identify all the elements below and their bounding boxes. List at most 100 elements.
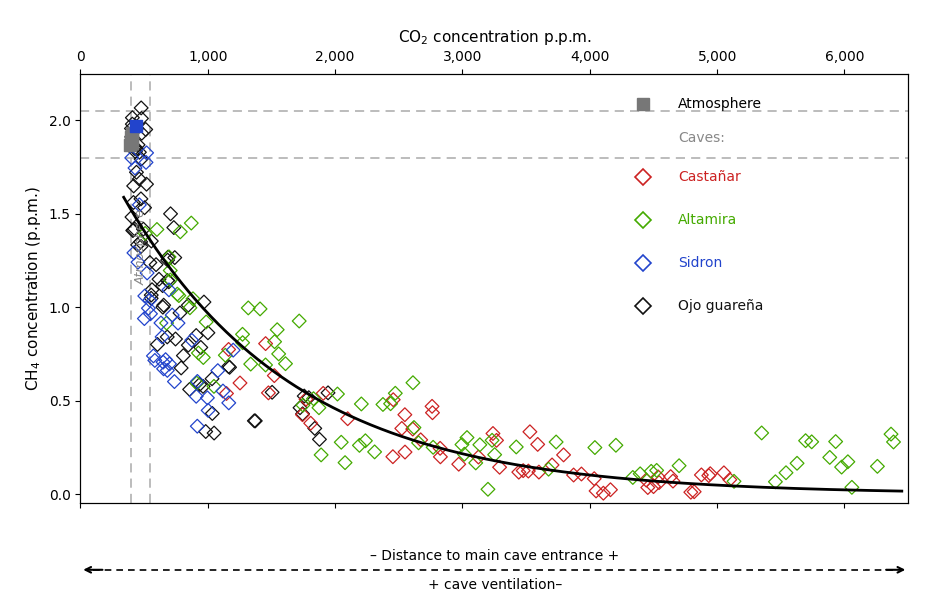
Point: [128, 147, 143, 157]
Point: [278, 359, 293, 368]
Point: [137, 291, 152, 301]
Point: [406, 378, 421, 387]
Point: [126, 181, 141, 191]
Point: [149, 225, 165, 235]
Point: [126, 225, 141, 235]
Point: [142, 295, 157, 305]
Point: [267, 371, 282, 381]
Point: [137, 228, 152, 238]
Point: [790, 459, 805, 468]
Point: [886, 437, 902, 447]
Point: [190, 376, 205, 386]
Point: [192, 379, 207, 389]
Point: [511, 467, 526, 477]
Point: [131, 147, 147, 157]
Point: [181, 340, 196, 350]
Point: [295, 410, 310, 419]
Point: [136, 224, 151, 234]
Point: [411, 438, 426, 448]
Point: [457, 449, 472, 459]
Point: [727, 476, 742, 486]
Text: Atmosphere: Atmosphere: [678, 97, 762, 111]
Point: [221, 398, 236, 408]
Point: [383, 399, 398, 409]
Point: [172, 308, 187, 318]
Point: [129, 168, 144, 177]
Point: [191, 348, 206, 358]
Point: [798, 436, 814, 446]
Point: [672, 460, 687, 470]
Point: [129, 121, 144, 131]
Point: [156, 364, 171, 374]
Point: [341, 414, 356, 424]
Point: [196, 381, 211, 391]
Point: [385, 452, 400, 462]
Point: [198, 427, 213, 437]
Point: [160, 255, 175, 265]
Point: [433, 452, 448, 462]
Point: [154, 332, 169, 342]
Text: + cave ventilation–: + cave ventilation–: [428, 578, 562, 591]
Point: [133, 103, 149, 113]
Point: [338, 457, 353, 467]
Point: [754, 428, 769, 438]
Point: [156, 300, 171, 310]
Point: [484, 435, 499, 445]
Point: [144, 236, 159, 246]
Point: [124, 153, 139, 163]
Point: [587, 474, 602, 484]
Point: [162, 285, 177, 295]
Point: [129, 144, 144, 154]
Point: [185, 294, 201, 304]
Point: [218, 351, 233, 360]
Point: [199, 317, 214, 327]
Point: [292, 403, 307, 413]
Point: [485, 429, 500, 438]
Point: [869, 462, 885, 472]
Point: [840, 457, 855, 467]
Point: [426, 443, 441, 453]
Point: [153, 318, 168, 328]
Point: [200, 393, 215, 403]
Point: [509, 442, 524, 452]
Point: [155, 357, 170, 367]
Point: [173, 227, 188, 237]
Point: [701, 471, 716, 481]
Point: [693, 470, 709, 480]
Point: [190, 421, 205, 431]
Point: [170, 318, 185, 328]
Point: [162, 252, 177, 262]
Point: [221, 362, 236, 371]
Point: [160, 276, 175, 286]
Y-axis label: CH$_4$ concentration (p.p.m.): CH$_4$ concentration (p.p.m.): [25, 186, 44, 391]
Point: [166, 223, 182, 233]
Point: [487, 450, 502, 460]
Point: [687, 487, 702, 497]
Point: [522, 427, 537, 437]
Point: [663, 472, 678, 481]
Point: [221, 344, 236, 354]
Point: [432, 443, 447, 453]
Point: [603, 485, 618, 495]
Point: [127, 248, 142, 258]
Point: [196, 352, 211, 362]
Point: [240, 303, 255, 313]
Point: [133, 194, 149, 204]
Point: [649, 465, 664, 475]
Point: [316, 389, 331, 398]
Point: [247, 416, 262, 426]
Point: [161, 277, 176, 287]
Point: [131, 257, 146, 267]
Point: [138, 125, 153, 134]
Point: [608, 440, 623, 450]
Point: [176, 351, 191, 360]
Point: [405, 424, 420, 434]
Point: [184, 335, 200, 345]
Point: [884, 429, 899, 439]
Point: [129, 123, 144, 133]
Text: Atmosphere: Atmosphere: [134, 209, 148, 286]
Point: [124, 136, 139, 146]
Point: [182, 384, 197, 394]
Point: [258, 360, 273, 370]
Point: [481, 484, 496, 494]
